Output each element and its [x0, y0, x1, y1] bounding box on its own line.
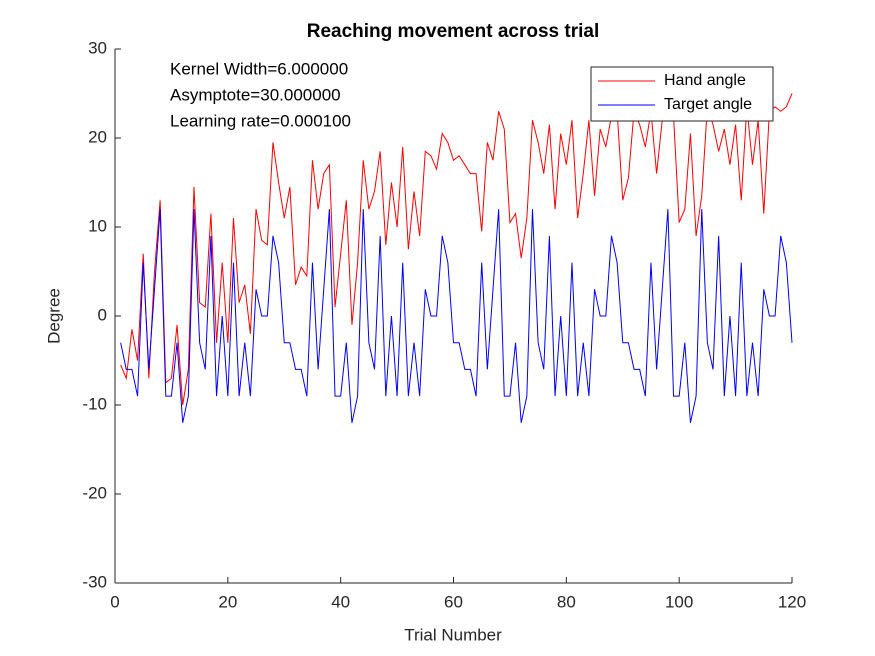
x-tick-label: 0 — [110, 592, 119, 611]
x-axis-label: Trial Number — [404, 625, 502, 644]
x-tick-label: 80 — [557, 592, 576, 611]
x-tick-label: 120 — [778, 592, 806, 611]
legend-label: Target angle — [664, 96, 752, 113]
x-tick-label: 20 — [218, 592, 237, 611]
chart-title: Reaching movement across trial — [307, 21, 600, 42]
y-tick-label: 30 — [88, 38, 107, 57]
y-tick-label: -30 — [82, 572, 107, 591]
y-tick-label: 10 — [88, 216, 107, 235]
x-tick-label: 60 — [444, 592, 463, 611]
y-tick-label: -10 — [82, 394, 107, 413]
annotation: Learning rate=0.000100 — [170, 111, 351, 130]
x-tick-label: 100 — [665, 592, 693, 611]
legend-label: Hand angle — [664, 72, 746, 89]
y-axis-label: Degree — [44, 288, 63, 344]
y-tick-label: 20 — [88, 127, 107, 146]
x-tick-label: 40 — [331, 592, 350, 611]
legend-box — [590, 66, 774, 122]
data-line — [120, 209, 793, 423]
y-tick-label: 0 — [98, 305, 107, 324]
data-line — [120, 93, 793, 406]
y-tick-label: -20 — [82, 483, 107, 502]
annotation: Asymptote=30.000000 — [170, 85, 341, 104]
annotation: Kernel Width=6.000000 — [170, 59, 348, 78]
